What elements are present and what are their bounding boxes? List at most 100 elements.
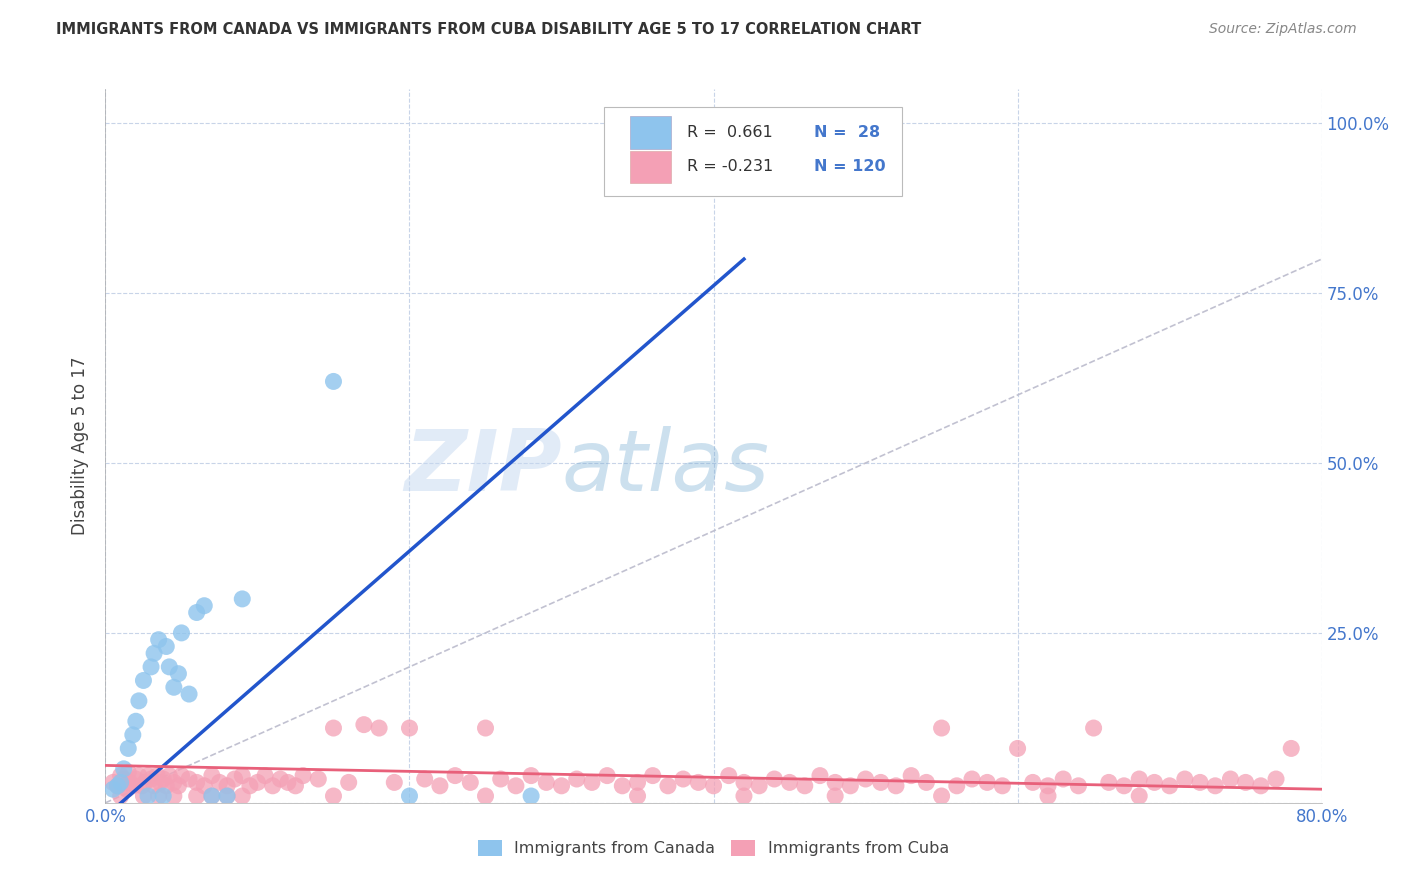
Text: atlas: atlas (561, 425, 769, 509)
Point (112, 772, 135, 786)
Point (239, 779, 262, 793)
Point (148, 789, 170, 803)
Point (1250, 779, 1272, 793)
Point (146, 769, 169, 783)
Point (139, 772, 162, 786)
Point (413, 772, 436, 786)
Point (201, 769, 224, 783)
Point (167, 666, 190, 681)
Point (444, 769, 467, 783)
Point (143, 646, 166, 660)
Point (112, 762, 135, 776)
Point (224, 772, 246, 786)
Point (1052, 772, 1074, 786)
Point (626, 789, 648, 803)
Point (163, 775, 186, 789)
Point (201, 789, 224, 803)
Point (170, 769, 193, 783)
Point (748, 779, 770, 793)
Point (284, 779, 307, 793)
Point (149, 775, 172, 789)
Point (565, 772, 588, 786)
Point (688, 775, 710, 789)
Point (117, 741, 139, 756)
Point (824, 789, 846, 803)
Point (155, 779, 177, 793)
Point (136, 789, 159, 803)
Point (596, 769, 619, 783)
Point (117, 765, 139, 780)
Point (246, 775, 269, 789)
Point (1188, 775, 1211, 789)
Point (231, 591, 253, 606)
Text: IMMIGRANTS FROM CANADA VS IMMIGRANTS FROM CUBA DISABILITY AGE 5 TO 17 CORRELATIO: IMMIGRANTS FROM CANADA VS IMMIGRANTS FRO… (56, 22, 921, 37)
Point (131, 779, 153, 793)
Text: N =  28: N = 28 (814, 125, 880, 140)
Point (152, 772, 174, 786)
Point (110, 775, 132, 789)
Point (1022, 775, 1045, 789)
Point (1128, 789, 1150, 803)
Text: R =  0.661: R = 0.661 (686, 125, 772, 140)
Point (474, 789, 496, 803)
Point (139, 660, 162, 674)
Point (960, 772, 983, 786)
Point (368, 721, 391, 735)
Point (157, 660, 180, 674)
Text: N = 120: N = 120 (814, 160, 886, 175)
Point (1128, 772, 1150, 786)
Point (353, 717, 375, 731)
Point (269, 772, 291, 786)
Point (839, 779, 862, 793)
Point (193, 599, 215, 613)
FancyBboxPatch shape (605, 107, 903, 196)
Point (322, 721, 344, 735)
Point (132, 673, 155, 688)
Point (581, 775, 603, 789)
Point (1036, 779, 1059, 793)
Point (107, 779, 129, 793)
Point (550, 779, 572, 793)
Point (657, 779, 679, 793)
Point (110, 769, 132, 783)
Point (136, 769, 159, 783)
Text: Source: ZipAtlas.com: Source: ZipAtlas.com (1209, 22, 1357, 37)
Point (1067, 779, 1090, 793)
Point (1159, 779, 1181, 793)
Point (793, 779, 815, 793)
Point (231, 789, 253, 803)
Point (1143, 775, 1166, 789)
Point (337, 775, 360, 789)
Point (702, 779, 725, 793)
Point (398, 789, 420, 803)
Point (217, 789, 239, 803)
Point (1204, 779, 1226, 793)
Point (1036, 789, 1059, 803)
Point (626, 775, 648, 789)
Point (292, 769, 315, 783)
Point (177, 772, 200, 786)
Point (1219, 772, 1241, 786)
Point (1098, 775, 1121, 789)
Point (128, 769, 150, 783)
Point (717, 769, 740, 783)
Point (134, 775, 156, 789)
Point (217, 789, 239, 803)
Point (900, 769, 922, 783)
Point (307, 772, 329, 786)
Point (1234, 775, 1257, 789)
Point (143, 779, 166, 793)
Point (110, 789, 132, 803)
Point (398, 721, 420, 735)
Point (641, 769, 664, 783)
Point (382, 775, 405, 789)
Point (170, 626, 193, 640)
Point (763, 772, 786, 786)
Point (152, 789, 174, 803)
Point (931, 789, 953, 803)
Point (520, 769, 543, 783)
Point (201, 789, 224, 803)
Point (163, 789, 186, 803)
Point (474, 721, 496, 735)
Point (536, 775, 558, 789)
